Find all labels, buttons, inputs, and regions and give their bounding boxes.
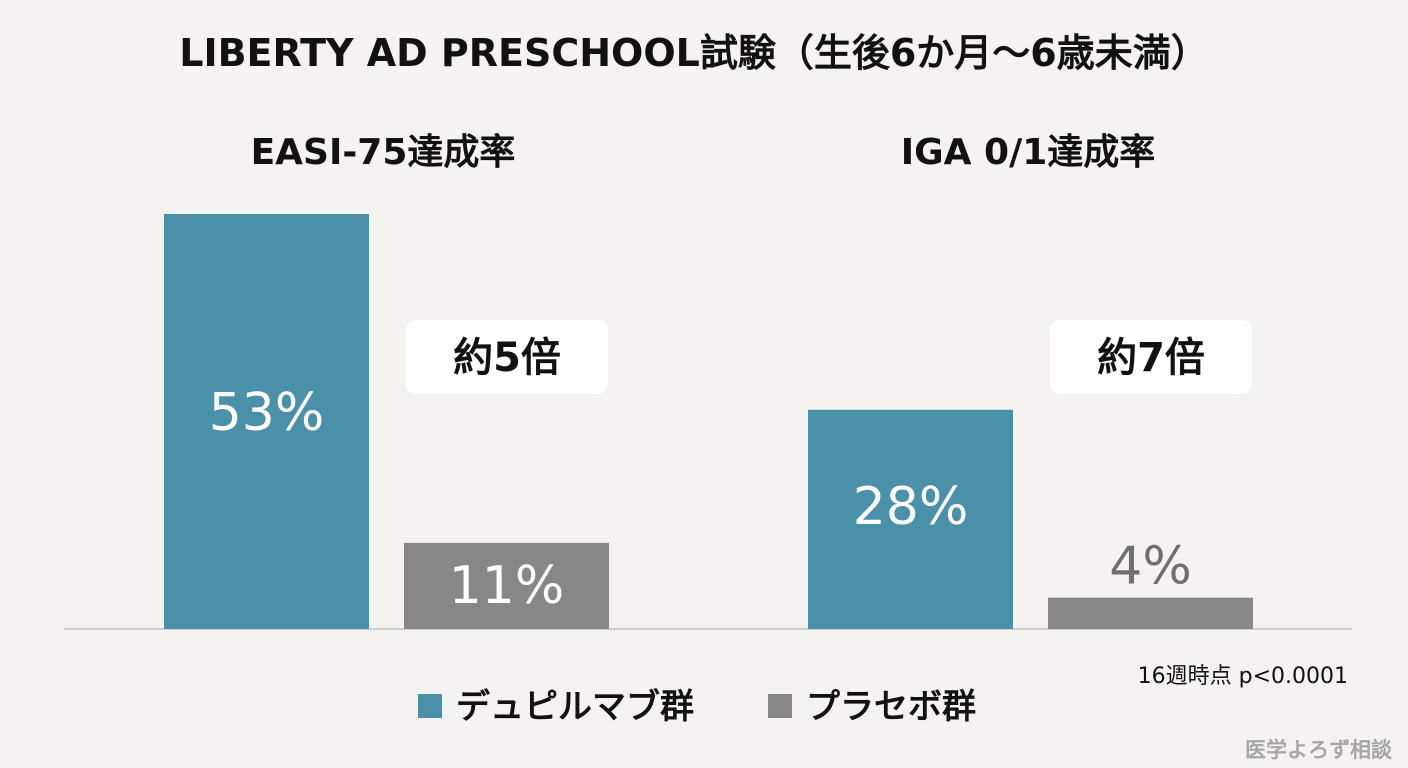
legend-swatch-dupilumab <box>418 694 442 718</box>
legend-label-placebo: プラセボ群 <box>806 687 976 727</box>
watermark: 医学よろず相談 <box>1245 738 1393 762</box>
bar-0-1 <box>404 542 609 629</box>
bar-1-1 <box>1048 597 1253 629</box>
significance-note: 16週時点 p<0.0001 <box>1138 664 1348 689</box>
ratio-callout-label-1: 約7倍 <box>1097 335 1205 381</box>
chart-title: LIBERTY AD PRESCHOOL試験（生後6か月～6歳未満） <box>179 31 1209 75</box>
bar-marks: 53% 11% 約5倍 28% 4% 約7倍 <box>164 214 1253 629</box>
bar-value-label-1-0: 28% <box>853 477 969 537</box>
legend: デュピルマブ群 プラセボ群 <box>418 687 976 727</box>
legend-label-dupilumab: デュピルマブ群 <box>456 687 694 727</box>
ratio-callout-box-0 <box>406 320 608 394</box>
bar-value-label-0-1: 11% <box>449 556 565 616</box>
bar-value-label-1-1: 4% <box>1109 537 1192 597</box>
panel-subtitle-easi: EASI-75達成率 <box>251 132 516 173</box>
bar-0-0 <box>164 214 369 629</box>
panel-subtitle-iga: IGA 0/1達成率 <box>901 132 1156 173</box>
bar-value-label-0-0: 53% <box>209 383 325 443</box>
legend-swatch-placebo <box>768 694 792 718</box>
ratio-callout-label-0: 約5倍 <box>453 335 561 381</box>
ratio-callout-box-1 <box>1050 320 1252 394</box>
bar-1-0 <box>808 409 1013 629</box>
